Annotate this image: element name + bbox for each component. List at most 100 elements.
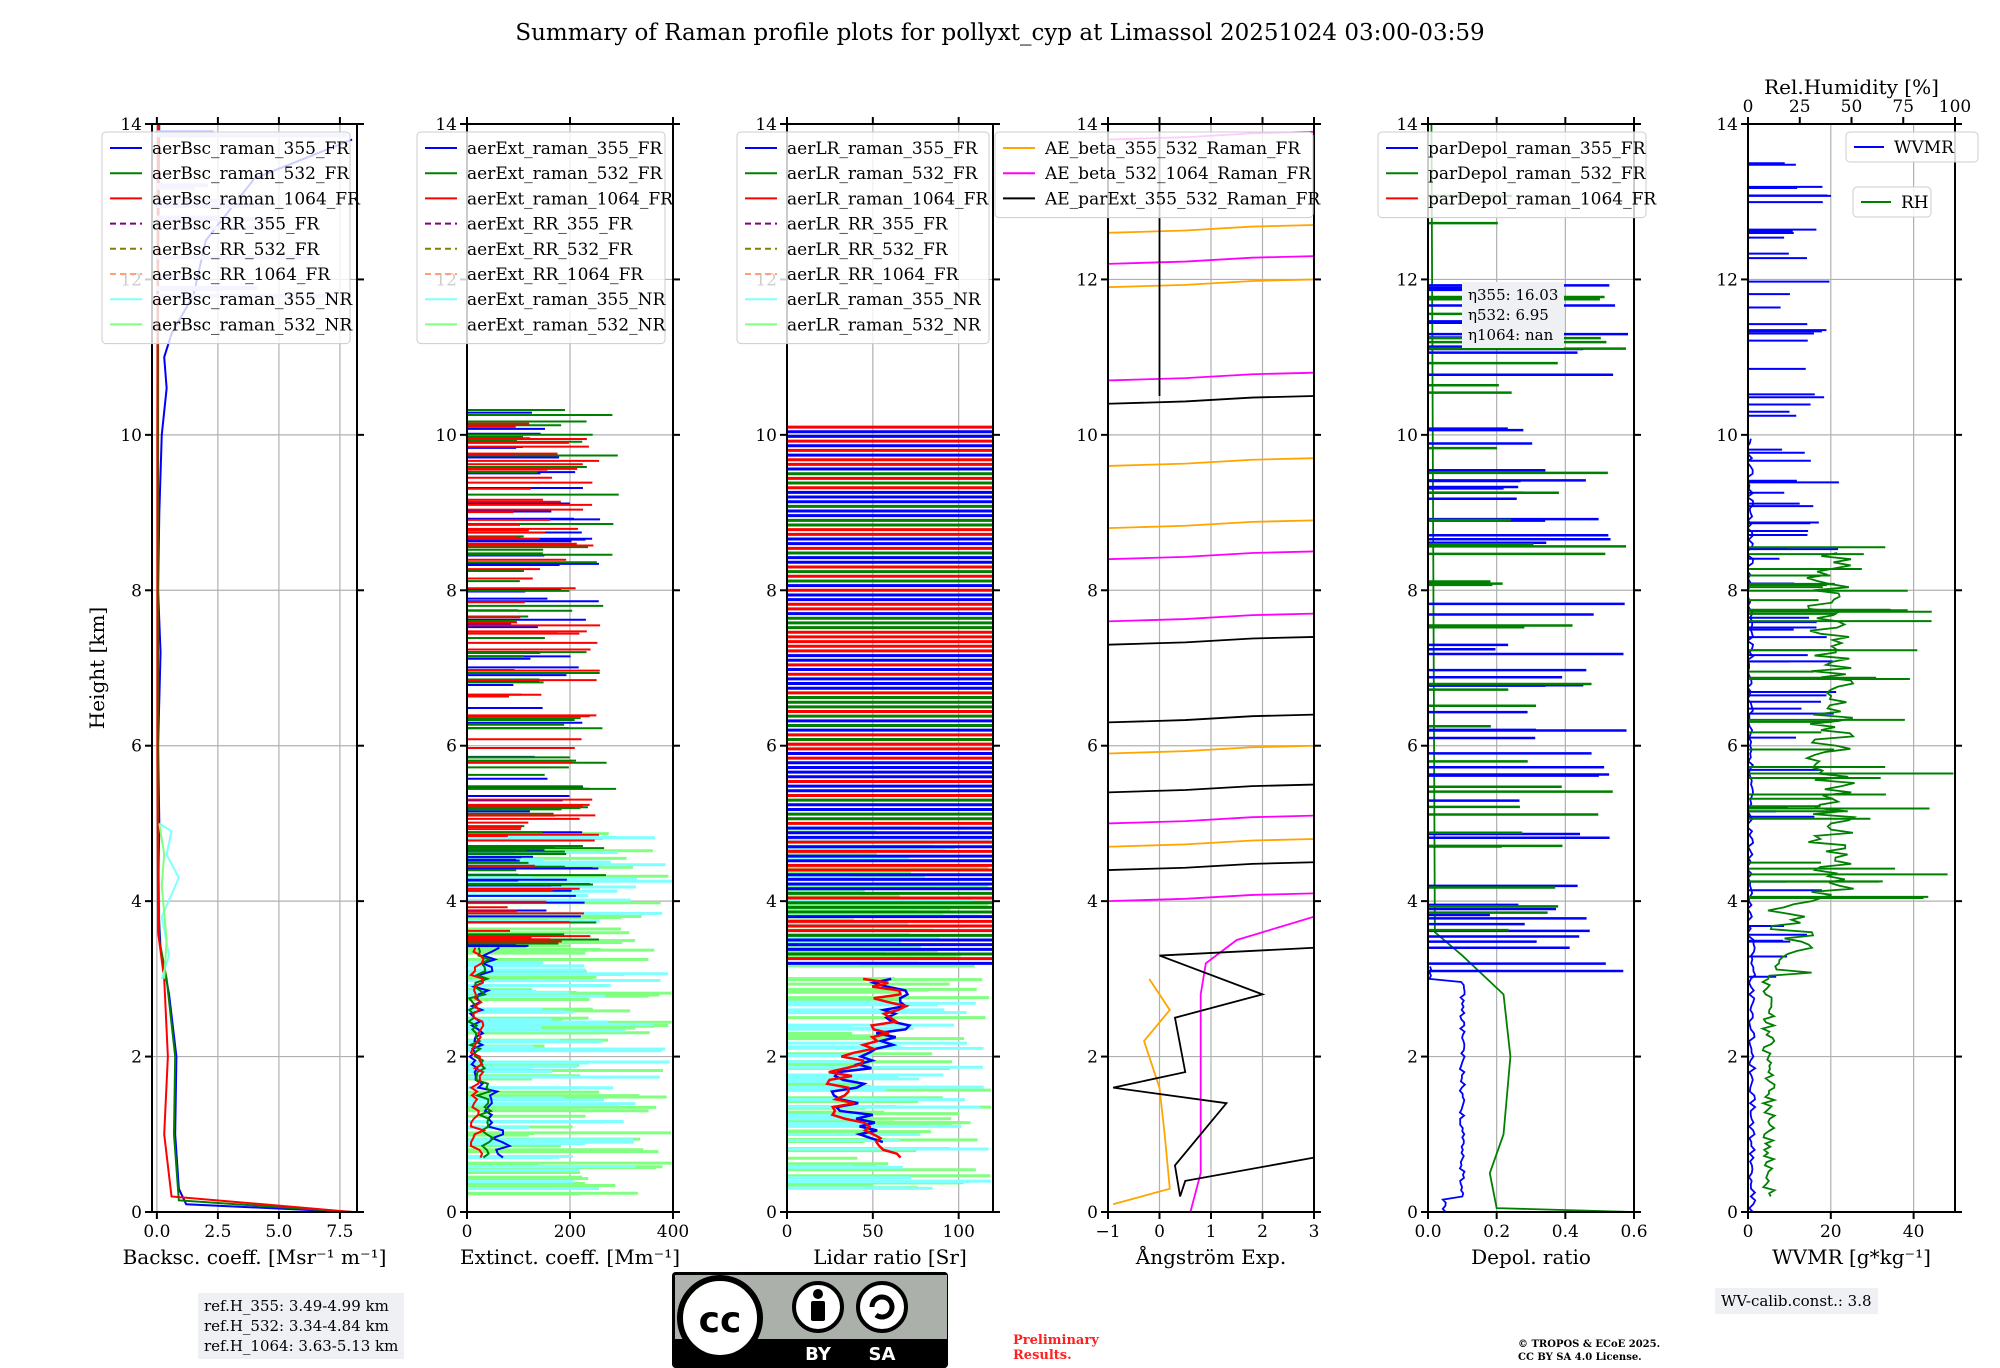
sa-icon — [856, 1281, 908, 1333]
legend-label: aerBsc_RR_355_FR — [152, 215, 320, 235]
ae-segment — [1108, 636, 1314, 646]
legend-box — [1377, 131, 1647, 219]
legend-box — [736, 131, 990, 345]
legend-label: aerBsc_raman_1064_FR — [152, 189, 361, 209]
legend-label: aerLR_raman_355_FR — [787, 139, 979, 159]
x-axis-label-wv: WVMR [g*kg⁻¹] — [1772, 1245, 1931, 1269]
legend-label: aerLR_RR_532_FR — [787, 240, 949, 260]
legend-ae: AE_beta_355_532_Raman_FR AE_beta_532_1064… — [994, 131, 1321, 219]
legend-label: aerLR_raman_532_NR — [787, 315, 982, 335]
y-tick-label: 0 — [446, 1203, 457, 1223]
panel-ext: 024681012140200400Extinct. coeff. [Mm⁻¹]… — [416, 115, 689, 1269]
series-aerBsc_raman_532_NR — [158, 823, 168, 979]
y-tick-label: 14 — [755, 115, 777, 135]
legend-label: RH — [1901, 193, 1929, 213]
legend-wv-0: WVMR — [1845, 131, 1979, 163]
ae-segment — [1108, 395, 1314, 405]
y-tick-label: 10 — [755, 426, 777, 446]
legend-label: WVMR — [1894, 138, 1955, 158]
ae-segment — [1108, 783, 1314, 794]
y-tick-label: 14 — [1716, 115, 1738, 135]
axes-frame-bsc — [151, 123, 358, 1213]
legend-label: aerExt_raman_532_NR — [467, 315, 666, 335]
legend-label: aerExt_raman_532_FR — [467, 164, 663, 184]
by-icon-body — [811, 1301, 825, 1321]
legend-label: aerBsc_raman_532_NR — [152, 315, 353, 335]
x-tick-label: 0.0 — [143, 1222, 170, 1242]
series-WVMR — [1748, 438, 1757, 1212]
eta-532: η532: 6.95 — [1468, 306, 1549, 324]
x-tick-label: 7.5 — [326, 1222, 353, 1242]
y-tick-label: 0 — [131, 1203, 142, 1223]
series-aerLR_raman_1064_FR — [825, 977, 910, 1159]
y-tick-label: 2 — [1407, 1048, 1418, 1068]
x-tick-label: 200 — [554, 1222, 586, 1242]
plot-area-wv — [1748, 162, 1954, 1212]
legend-label: AE_parExt_355_532_Raman_FR — [1044, 189, 1321, 209]
series-aerExt_raman_1064_FR — [468, 947, 487, 1158]
axes-frame-depol — [1427, 123, 1635, 1213]
y-tick-label: 6 — [131, 737, 142, 757]
top-x-tick-label: 100 — [1939, 97, 1971, 117]
copyright-note: © TROPOS & ECoE 2025. CC BY SA 4.0 Licen… — [1518, 1338, 1660, 1364]
y-tick-label: 8 — [131, 581, 142, 601]
series-aerBsc_raman_355_NR — [158, 822, 180, 980]
legend-label: parDepol_raman_1064_FR — [1428, 189, 1657, 209]
y-tick-label: 2 — [446, 1048, 457, 1068]
y-tick-label: 0 — [1087, 1203, 1098, 1223]
y-tick-label: 8 — [1727, 581, 1738, 601]
legend-lr: aerLR_raman_355_FR aerLR_raman_532_FR aerL… — [736, 131, 990, 345]
panel-depol: 0 2 4 6 8 10 12 14 0.0 0.2 0.4 0.6 Depol. ratio parDe… — [1377, 115, 1657, 1269]
series-AE_parExt_355_532_Raman_FR — [1112, 946, 1314, 1197]
legend-label: aerExt_RR_355_FR — [467, 215, 633, 235]
by-icon-head — [813, 1289, 823, 1299]
y-tick-label: 10 — [1716, 426, 1738, 446]
ref-height-532: ref.H_532: 3.34-4.84 km — [204, 1317, 389, 1335]
legend-label: aerLR_RR_1064_FR — [787, 265, 960, 285]
x-axis-label-depol: Depol. ratio — [1471, 1245, 1591, 1269]
y-tick-label: 10 — [1396, 426, 1418, 446]
y-tick-label: 14 — [435, 115, 457, 135]
legend-label: aerBsc_raman_355_FR — [152, 139, 350, 159]
y-tick-label: 14 — [120, 115, 142, 135]
ref-height-355: ref.H_355: 3.49-4.99 km — [204, 1297, 389, 1315]
copyright-line-1: © TROPOS & ECoE 2025. — [1518, 1339, 1661, 1350]
series-AE_beta_355_532_Raman_FR — [1112, 978, 1171, 1206]
y-tick-label: 4 — [1727, 892, 1738, 912]
eta-box: η355: 16.03 η532: 6.95 η1064: nan — [1462, 282, 1565, 348]
legend-label: aerLR_raman_532_FR — [787, 164, 979, 184]
y-tick-label: 6 — [1407, 737, 1418, 757]
y-tick-label: 8 — [446, 581, 457, 601]
y-tick-label: 2 — [1087, 1048, 1098, 1068]
y-tick-label: 12 — [1396, 270, 1418, 290]
x-tick-label: 2 — [1257, 1222, 1268, 1242]
sa-label: SA — [869, 1344, 896, 1365]
series-parDepol_raman_355_FR — [1428, 966, 1467, 1212]
x-tick-label: 50 — [862, 1222, 884, 1242]
x-tick-label: 0 — [1154, 1222, 1165, 1242]
ae-segment — [1108, 457, 1314, 467]
y-tick-label: 6 — [766, 737, 777, 757]
x-tick-label: 1 — [1206, 1222, 1217, 1242]
top-x-tick-label: 0 — [1743, 97, 1754, 117]
preliminary-note: Preliminary Results. — [1013, 1333, 1099, 1363]
y-tick-label: 8 — [1087, 581, 1098, 601]
legend-label: parDepol_raman_532_FR — [1428, 164, 1647, 184]
x-tick-label: 0.6 — [1620, 1222, 1647, 1242]
ae-segment — [1108, 612, 1314, 623]
x-tick-label: 40 — [1903, 1222, 1925, 1242]
y-tick-label: 2 — [131, 1048, 142, 1068]
sa-icon-arrow — [869, 1294, 895, 1320]
ae-segment — [1108, 861, 1314, 871]
y-tick-label: 4 — [446, 892, 457, 912]
y-tick-label: 0 — [1407, 1203, 1418, 1223]
legend-label: AE_beta_532_1064_Raman_FR — [1044, 164, 1312, 184]
y-tick-label: 2 — [1727, 1048, 1738, 1068]
ref-height-1064: ref.H_1064: 3.63-5.13 km — [204, 1337, 399, 1355]
figure-title: Summary of Raman profile plots for polly… — [515, 20, 1485, 46]
legend-label: aerExt_raman_1064_FR — [467, 189, 674, 209]
legend-ext: aerExt_raman_355_FR aerExt_raman_532_FRae… — [416, 131, 674, 345]
